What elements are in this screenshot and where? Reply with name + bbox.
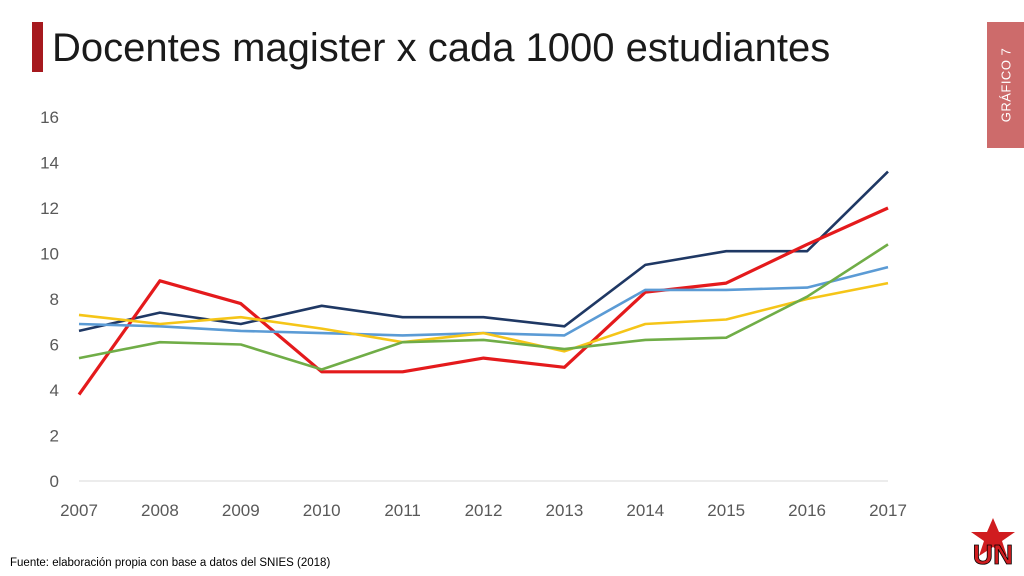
y-tick-label: 14 — [40, 154, 59, 173]
x-tick-label: 2012 — [465, 501, 503, 520]
line-chart: 0 2 4 6 8 10 12 14 16 2007 2008 2009 2010 2011 2012 201… — [40, 108, 907, 520]
y-tick-label: 10 — [40, 245, 59, 264]
y-tick-label: 6 — [50, 336, 59, 355]
series-line-2 — [77, 206, 889, 396]
x-tick-label: 2008 — [141, 501, 179, 520]
x-tick-label: 2011 — [384, 501, 421, 520]
x-tick-label: 2016 — [788, 501, 826, 520]
x-tick-label: 2017 — [869, 501, 907, 520]
title-accent-bar — [32, 22, 43, 72]
y-tick-label: 12 — [40, 199, 59, 218]
y-tick-label: 0 — [50, 472, 59, 491]
x-tick-label: 2015 — [707, 501, 745, 520]
y-tick-label: 4 — [50, 381, 59, 400]
axis-layer: 0 2 4 6 8 10 12 14 16 2007 2008 2009 2010 2011 2012 201… — [40, 108, 907, 520]
series-line-5 — [78, 243, 889, 371]
x-tick-label: 2007 — [60, 501, 98, 520]
y-tick-label: 8 — [50, 290, 59, 309]
series-layer — [77, 170, 889, 396]
chart-number-tab: GRÁFICO 7 — [987, 22, 1024, 148]
series-line-3 — [78, 265, 889, 337]
series-line-4 — [78, 281, 889, 353]
x-tick-label: 2014 — [626, 501, 664, 520]
x-tick-label: 2013 — [545, 501, 583, 520]
page-title: Docentes magister x cada 1000 estudiante… — [52, 26, 831, 70]
x-tick-label: 2009 — [222, 501, 260, 520]
x-tick-label: 2010 — [303, 501, 341, 520]
university-logo: UN — [971, 518, 1015, 570]
y-tick-label: 2 — [50, 427, 59, 446]
source-note: Fuente: elaboración propia con base a da… — [10, 557, 331, 569]
logo-text: UN — [973, 539, 1013, 570]
series-line-1 — [78, 170, 889, 333]
y-tick-label: 16 — [40, 108, 59, 127]
